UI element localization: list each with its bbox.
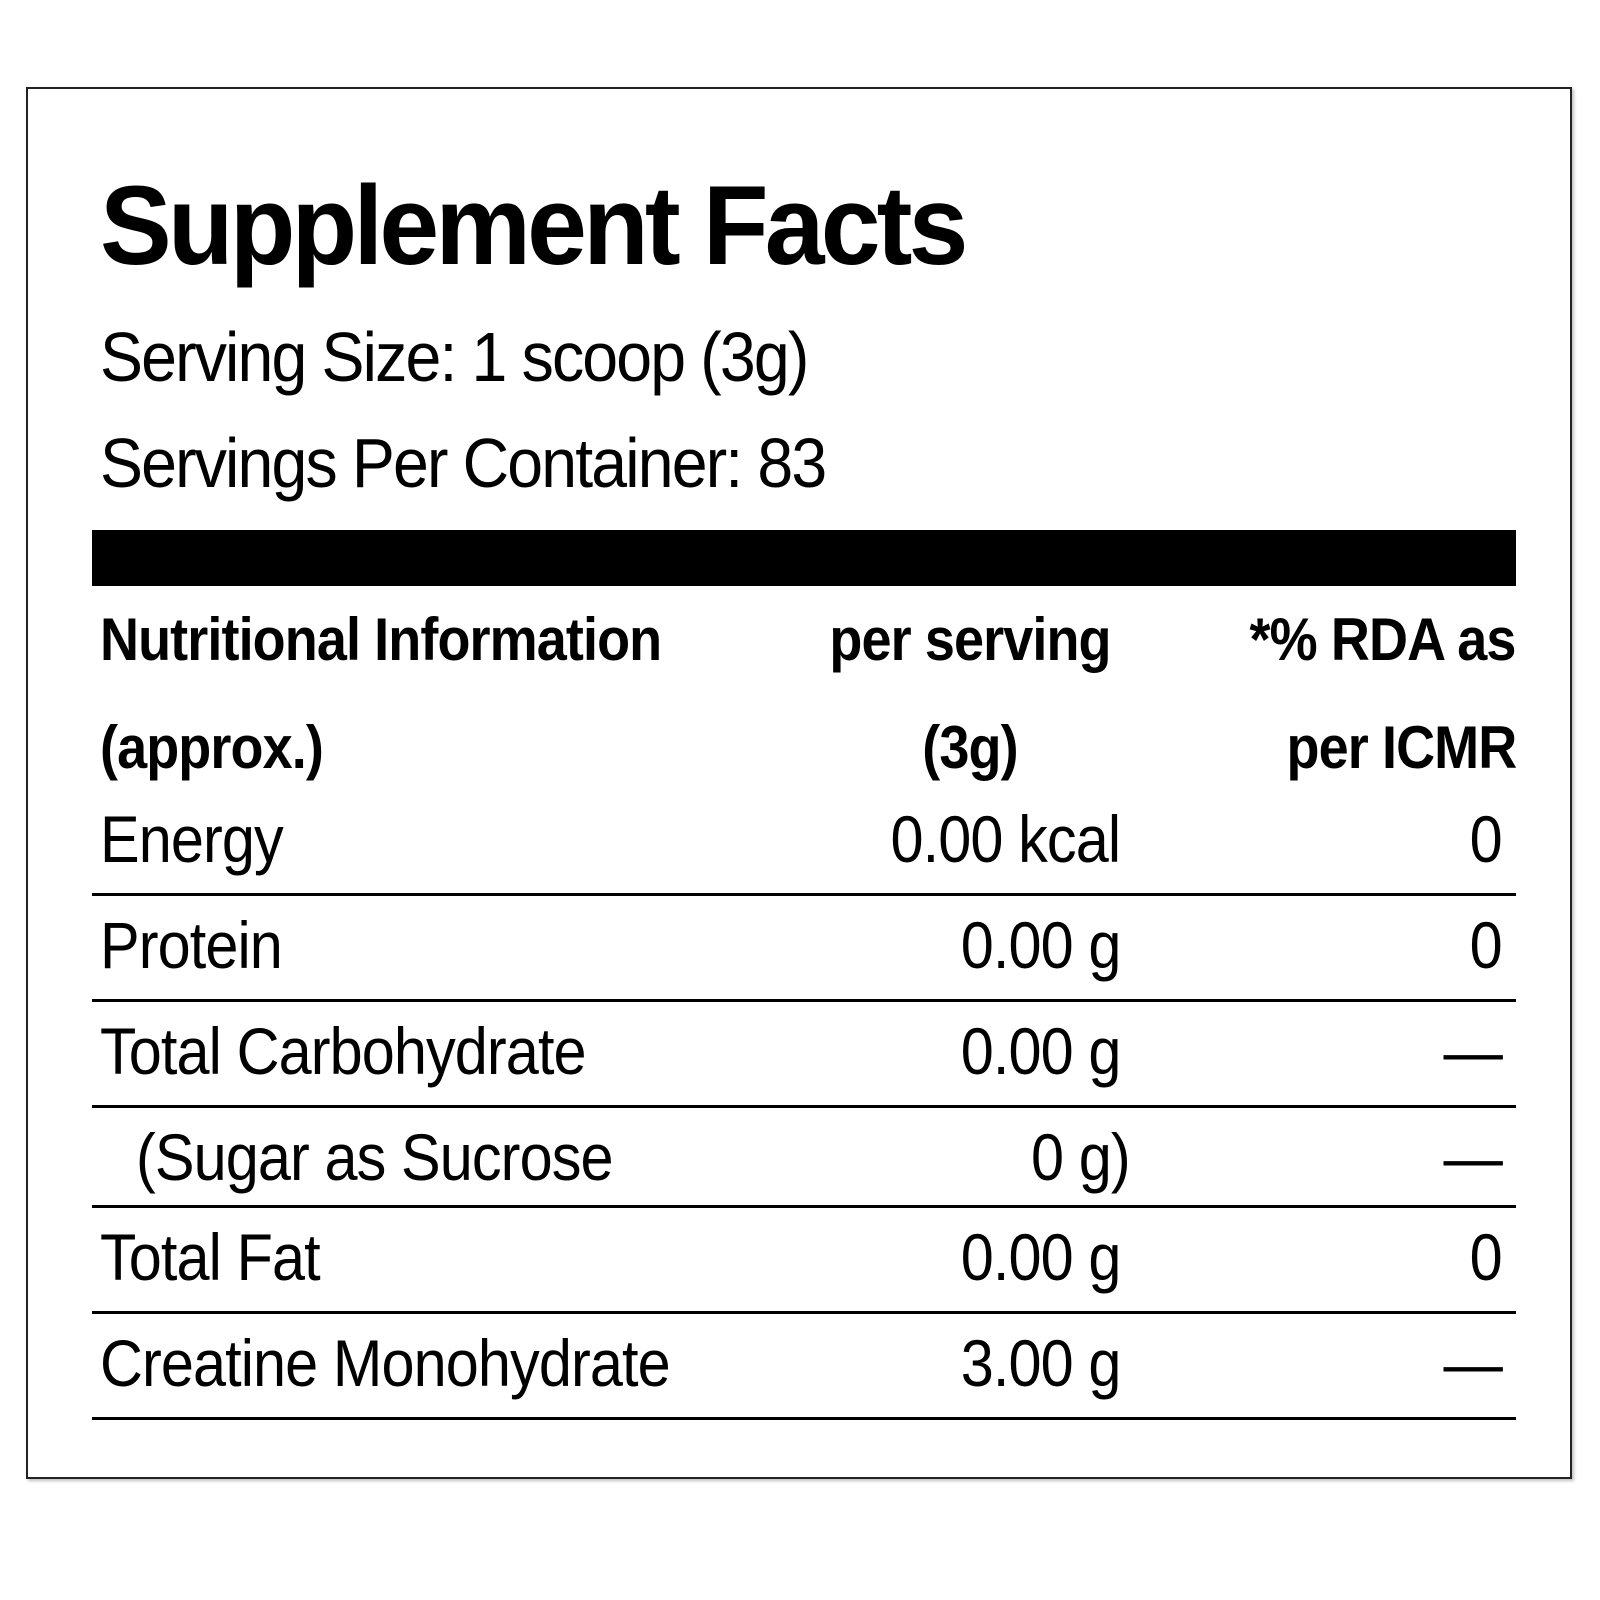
supplement-facts-panel bbox=[26, 87, 1572, 1479]
nutrient-amount: 0.00 kcal bbox=[890, 802, 1121, 876]
nutrient-rda: — bbox=[1443, 1326, 1503, 1400]
nutrient-amount: 0.00 g bbox=[960, 1014, 1121, 1088]
serving-size: Serving Size: 1 scoop (3g) bbox=[100, 318, 809, 396]
header-per-serving: per serving bbox=[829, 606, 1111, 673]
table-row: Total Fat 0.00 g 0 bbox=[92, 1208, 1516, 1314]
nutrient-amount: 0.00 g bbox=[960, 1220, 1121, 1294]
nutrient-name: Total Fat bbox=[100, 1220, 321, 1294]
thick-divider-bar bbox=[92, 530, 1516, 586]
table-row: Creatine Monohydrate 3.00 g — bbox=[92, 1314, 1516, 1420]
header-approx: (approx.) bbox=[100, 714, 324, 781]
nutrient-rda: 0 bbox=[1469, 1220, 1503, 1294]
table-row: Energy 0.00 kcal 0 bbox=[92, 790, 1516, 896]
header-rda: *% RDA as bbox=[1250, 606, 1517, 673]
nutrient-name: Total Carbohydrate bbox=[100, 1014, 587, 1088]
table-row: Total Carbohydrate 0.00 g — bbox=[92, 1002, 1516, 1108]
nutrient-name: Creatine Monohydrate bbox=[100, 1326, 671, 1400]
panel-title: Supplement Facts bbox=[100, 163, 968, 288]
table-row: (Sugar as Sucrose 0 g) — bbox=[92, 1108, 1516, 1208]
nutrient-rda: 0 bbox=[1469, 802, 1503, 876]
nutrient-rda: — bbox=[1443, 1120, 1503, 1194]
table-row: Protein 0.00 g 0 bbox=[92, 896, 1516, 1002]
nutrient-name: Protein bbox=[100, 908, 283, 982]
nutrient-rda: 0 bbox=[1469, 908, 1503, 982]
nutrient-name: Energy bbox=[100, 802, 284, 876]
nutrient-name: (Sugar as Sucrose bbox=[136, 1120, 614, 1194]
nutrient-amount: 0.00 g bbox=[960, 908, 1121, 982]
header-serving-weight: (3g) bbox=[922, 714, 1018, 781]
nutrient-amount: 0 g) bbox=[1031, 1120, 1131, 1194]
header-icmr: per ICMR bbox=[1286, 714, 1517, 781]
nutrient-amount: 3.00 g bbox=[960, 1326, 1121, 1400]
servings-per-container: Servings Per Container: 83 bbox=[100, 424, 827, 502]
nutrient-rda: — bbox=[1443, 1014, 1503, 1088]
header-nutritional-information: Nutritional Information bbox=[100, 606, 662, 673]
